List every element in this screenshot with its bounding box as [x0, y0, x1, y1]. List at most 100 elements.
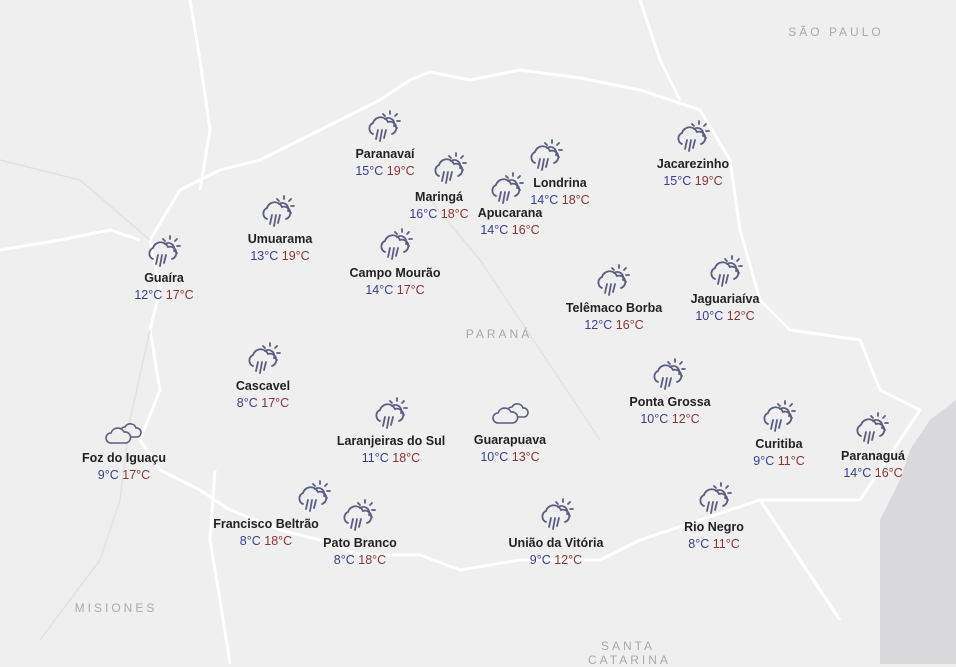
max-temp: 19°C — [694, 174, 723, 188]
city-name: Jaguariaíva — [690, 292, 760, 306]
city-name: Umuarama — [247, 232, 313, 246]
max-temp: 16°C — [511, 223, 540, 237]
max-temp: 11°C — [712, 537, 740, 551]
min-temp: 15°C — [663, 174, 692, 188]
city-name: Pato Branco — [323, 536, 397, 550]
cloudy-icon — [103, 413, 143, 453]
sea — [880, 400, 956, 664]
min-temp: 14°C — [843, 466, 872, 480]
city-temps: 8°C 18°C — [334, 553, 386, 567]
max-temp: 19°C — [386, 164, 415, 178]
min-temp: 10°C — [695, 309, 724, 323]
city-temps: 12°C 16°C — [584, 318, 643, 332]
city-temps: 10°C 13°C — [480, 450, 539, 464]
city-temps: 8°C 17°C — [237, 396, 289, 410]
region-label-sao-paulo: SÃO PAULO — [788, 25, 884, 39]
city-temps: 10°C 12°C — [695, 309, 754, 323]
city-temps: 15°C 19°C — [355, 164, 414, 178]
city-name: Campo Mourão — [349, 266, 441, 280]
sun-cloud-rain-icon — [694, 480, 734, 520]
city-temps: 14°C 16°C — [843, 466, 902, 480]
max-temp: 18°C — [392, 451, 421, 465]
city-name: Jacarezinho — [656, 157, 730, 171]
city-temps: 9°C 11°C — [753, 454, 804, 468]
region-label-santa-catarina: SANTA CATARINA — [588, 639, 671, 667]
min-temp: 9°C — [753, 454, 775, 468]
region-label-misiones: MISIONES — [74, 601, 158, 615]
sun-cloud-rain-icon — [257, 193, 297, 233]
sun-cloud-rain-icon — [338, 497, 378, 537]
min-temp: 9°C — [97, 468, 119, 482]
sun-cloud-rain-icon — [486, 170, 526, 210]
city-name: Telêmaco Borba — [565, 301, 663, 315]
min-temp: 16°C — [409, 207, 438, 221]
sun-cloud-rain-icon — [370, 395, 410, 435]
max-temp: 17°C — [261, 396, 290, 410]
city-name: Ponta Grossa — [629, 395, 711, 409]
max-temp: 17°C — [165, 288, 194, 302]
sun-cloud-rain-icon — [758, 398, 798, 438]
min-temp: 8°C — [236, 396, 258, 410]
min-temp: 10°C — [480, 450, 509, 464]
sun-cloud-rain-icon — [648, 356, 688, 396]
city-temps: 16°C 18°C — [409, 207, 468, 221]
min-temp: 13°C — [250, 249, 279, 263]
max-temp: 12°C — [671, 412, 700, 426]
max-temp: 18°C — [264, 534, 293, 548]
min-temp: 14°C — [480, 223, 509, 237]
sun-cloud-rain-icon — [672, 118, 712, 158]
max-temp: 12°C — [554, 553, 583, 567]
max-temp: 16°C — [615, 318, 644, 332]
city-name: Cascavel — [235, 379, 291, 393]
min-temp: 12°C — [134, 288, 163, 302]
city-temps: 11°C 18°C — [362, 451, 420, 465]
sun-cloud-rain-icon — [851, 410, 891, 450]
city-temps: 8°C 18°C — [240, 534, 292, 548]
sun-cloud-rain-icon — [536, 496, 576, 536]
city-name: Guaíra — [144, 271, 184, 285]
city-name: Guarapuava — [473, 433, 547, 447]
city-name: Laranjeiras do Sul — [336, 434, 446, 448]
cloudy-icon — [490, 393, 530, 433]
city-temps: 9°C 17°C — [98, 468, 150, 482]
min-temp: 10°C — [640, 412, 669, 426]
parana-border — [138, 68, 922, 572]
min-temp: 8°C — [239, 534, 261, 548]
max-temp: 17°C — [396, 283, 425, 297]
sun-cloud-rain-icon — [592, 262, 632, 302]
sun-cloud-rain-icon — [293, 478, 333, 518]
max-temp: 11°C — [777, 454, 805, 468]
city-temps: 14°C 18°C — [530, 193, 589, 207]
min-temp: 11°C — [361, 451, 389, 465]
city-temps: 13°C 19°C — [250, 249, 309, 263]
city-temps: 10°C 12°C — [640, 412, 699, 426]
city-temps: 15°C 19°C — [663, 174, 722, 188]
max-temp: 18°C — [561, 193, 590, 207]
sun-cloud-rain-icon — [705, 253, 745, 293]
max-temp: 12°C — [726, 309, 755, 323]
city-name: Paranavaí — [355, 147, 415, 161]
city-name: Maringá — [415, 190, 463, 204]
city-name: Foz do Iguaçu — [81, 451, 167, 465]
city-temps: 14°C 17°C — [365, 283, 424, 297]
max-temp: 13°C — [511, 450, 540, 464]
sun-cloud-rain-icon — [375, 226, 415, 266]
min-temp: 8°C — [688, 537, 710, 551]
city-temps: 12°C 17°C — [134, 288, 193, 302]
min-temp: 14°C — [530, 193, 559, 207]
city-name: Rio Negro — [684, 520, 744, 534]
sun-cloud-rain-icon — [143, 233, 183, 273]
sun-cloud-rain-icon — [525, 137, 565, 177]
city-name: União da Vitória — [508, 536, 604, 550]
min-temp: 12°C — [584, 318, 613, 332]
min-temp: 15°C — [355, 164, 384, 178]
max-temp: 17°C — [122, 468, 151, 482]
min-temp: 8°C — [333, 553, 355, 567]
max-temp: 18°C — [358, 553, 387, 567]
city-name: Londrina — [533, 176, 587, 190]
min-temp: 14°C — [365, 283, 394, 297]
city-name: Apucarana — [477, 206, 543, 220]
sun-cloud-rain-icon — [429, 150, 469, 190]
max-temp: 18°C — [440, 207, 469, 221]
